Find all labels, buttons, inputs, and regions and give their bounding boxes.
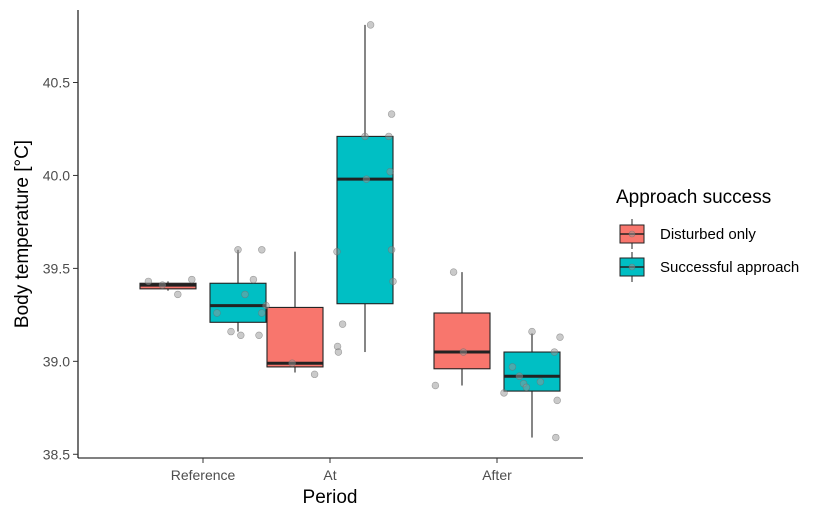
data-point xyxy=(288,359,296,367)
data-point xyxy=(310,370,319,379)
data-point xyxy=(385,132,393,141)
data-point xyxy=(234,246,242,254)
box xyxy=(503,351,561,392)
data-point xyxy=(361,132,369,141)
data-point xyxy=(249,275,258,284)
data-point xyxy=(213,309,221,317)
data-point xyxy=(508,363,517,371)
data-point xyxy=(556,333,564,341)
y-tick-label: 40.5 xyxy=(43,74,70,90)
box xyxy=(433,312,491,370)
data-point xyxy=(237,331,245,340)
data-point xyxy=(333,247,341,256)
data-point xyxy=(258,246,266,254)
legend-key-point xyxy=(628,230,636,238)
box xyxy=(209,282,267,323)
data-point xyxy=(515,372,524,380)
x-tick-label: After xyxy=(482,467,512,483)
data-point xyxy=(389,277,397,286)
y-tick-label: 39.0 xyxy=(43,353,70,369)
legend-entry-label: Disturbed only xyxy=(660,226,756,243)
data-point xyxy=(174,290,182,299)
data-point xyxy=(536,378,545,386)
data-point xyxy=(227,327,235,336)
data-point xyxy=(386,168,394,176)
data-point xyxy=(158,281,167,289)
y-axis-title: Body temperature [°C] xyxy=(12,140,33,328)
data-point xyxy=(459,348,468,356)
data-point xyxy=(188,275,196,284)
data-point xyxy=(387,246,396,254)
data-point xyxy=(241,290,249,299)
data-point xyxy=(528,327,536,336)
legend-entry-label: Successful approach xyxy=(660,259,799,276)
data-point xyxy=(334,348,343,356)
data-point xyxy=(449,268,458,276)
x-axis-title: Period xyxy=(303,487,358,508)
data-point xyxy=(262,301,270,310)
box xyxy=(266,306,324,368)
data-point xyxy=(258,309,266,317)
y-tick-label: 40.0 xyxy=(43,167,70,183)
plot-area xyxy=(139,21,564,442)
box xyxy=(336,135,394,305)
legend-title: Approach success xyxy=(616,187,771,208)
legend-key-point xyxy=(628,263,636,271)
data-point xyxy=(500,389,508,397)
data-point xyxy=(255,331,263,340)
data-point xyxy=(552,433,560,442)
data-point xyxy=(553,396,561,405)
data-point xyxy=(362,175,371,183)
legend: Approach success Disturbed only Successfu… xyxy=(616,187,799,282)
axes: 38.5 39.0 39.5 40.0 40.5 Reference At After xyxy=(43,10,583,483)
x-tick-label: At xyxy=(323,467,336,483)
y-tick-label: 38.5 xyxy=(43,446,70,462)
data-point xyxy=(550,348,559,356)
data-point xyxy=(522,383,531,392)
data-point xyxy=(387,110,396,118)
data-point xyxy=(144,277,153,286)
data-point xyxy=(338,320,347,328)
x-tick-label: Reference xyxy=(171,467,236,483)
data-point xyxy=(431,381,440,390)
y-tick-label: 39.5 xyxy=(43,260,70,276)
data-point xyxy=(366,21,375,29)
